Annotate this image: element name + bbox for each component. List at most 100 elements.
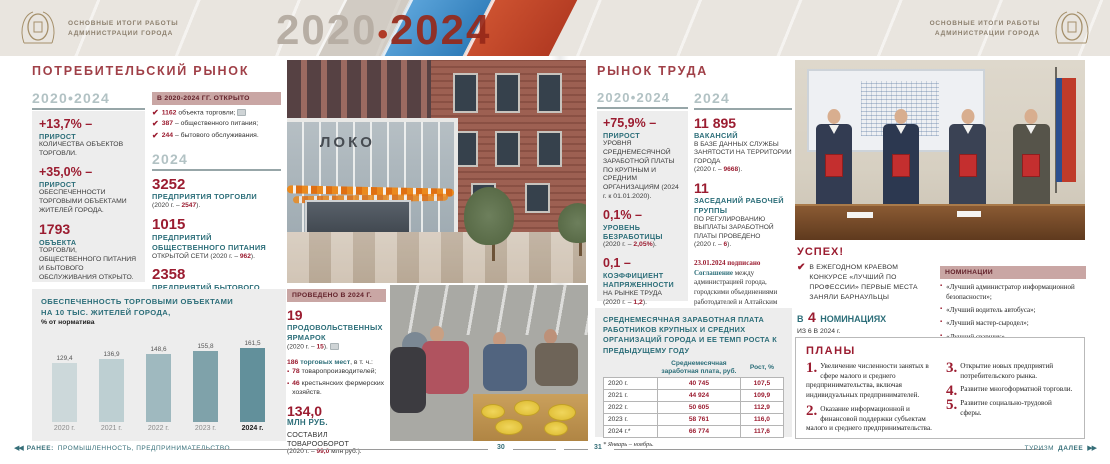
paved-plaza [287, 231, 586, 283]
chart-bar: 136,9 2021 г. [99, 351, 124, 433]
stat-provision-growth: +35,0% – ПРИРОСТ ОБЕСПЕЧЕННОСТИ ТОРГОВЫМ… [39, 164, 127, 214]
prev-arrows-icon[interactable]: ◀◀ [14, 445, 24, 452]
red-folder [825, 153, 844, 177]
nomination-item: ▪ «Лучший администратор информационной б… [940, 283, 1075, 302]
right-period-heading: 2020•2024 [597, 90, 688, 109]
salary-table-title: СРЕДНЕМЕСЯЧНАЯ ЗАРАБОТНАЯ ПЛАТА РАБОТНИК… [603, 315, 778, 355]
table-footnote: * Январь – ноябрь. [603, 440, 654, 448]
opened-item-trade: ✔ 1162 объекта торговли; [152, 108, 281, 117]
stat-food-fairs: 19 ПРОДОВОЛЬСТВЕННЫХ ЯРМАРОК (2020 г. – … [287, 307, 383, 350]
header-caption-left: ОСНОВНЫЕ ИТОГИ РАБОТЫ АДМИНИСТРАЦИИ ГОРО… [68, 20, 179, 38]
red-folder [1022, 153, 1041, 177]
left-period-panel: +13,7% – ПРИРОСТ КОЛИЧЕСТВА ОБЪЕКТОВ ТОР… [32, 111, 145, 282]
page-number-left: 30 [497, 444, 505, 451]
chart-bar: 148,6 2022 г. [146, 346, 171, 433]
plan-item: 1. Увеличение численности занятых в сфере… [806, 360, 929, 400]
photo-ref-icon [237, 108, 247, 116]
stat-salary-growth: +75,9% – ПРИРОСТ УРОВНЯ СРЕДНЕМЕСЯЧНОЙ З… [603, 116, 679, 201]
market-tent [390, 285, 588, 335]
official-figure [879, 108, 923, 217]
nominations-box: НОМИНАЦИИ ▪ «Лучший администратор информ… [940, 266, 1086, 342]
footer-rule [614, 449, 1044, 450]
store-sign: ЛОКО [319, 133, 375, 151]
stat-turnover: 134,0 МЛН РУБ. СОСТАВИЛ ТОВАРООБОРОТ (20… [287, 402, 362, 456]
building-upper-floors [287, 60, 431, 121]
trade-provision-chart: ОБЕСПЕЧЕННОСТЬ ТОРГОВЫМИ ОБЪЕКТАМИ НА 10… [32, 289, 286, 441]
stat-catering-enterprises: 1015 ПРЕДПРИЯТИЙ ОБЩЕСТВЕННОГО ПИТАНИЯ О… [152, 215, 267, 260]
nomination-item: ▪ «Лучший сварщик». [940, 332, 1086, 342]
stat-trade-objects-growth: +13,7% – ПРИРОСТ КОЛИЧЕСТВА ОБЪЕКТОВ ТОР… [39, 117, 124, 157]
red-folder [891, 153, 910, 177]
table-row: 2023 г. 58 761 116,0 [603, 412, 785, 426]
chart-bar: 129,4 2020 г. [52, 355, 77, 433]
trading-places-line: 186 торговых мест, в т. ч.: [287, 359, 373, 367]
footer-prev-nav[interactable]: ◀◀ РАНЕЕ: ПРОМЫШЛЕННОСТЬ, ПРЕДПРИНИМАТЕЛ… [14, 444, 231, 453]
plans-box: ПЛАНЫ 1. Увеличение численности занятых в… [795, 337, 1085, 439]
plan-item: 2. Оказание информационной и финансовой п… [806, 402, 932, 433]
official-figure [1010, 108, 1054, 217]
nomination-item: ▪ «Лучший мастер-сыродел»; [940, 319, 1029, 328]
photo-food-fair [390, 285, 588, 441]
trade-chart-bars: 129,4 2020 г. 136,9 2021 г. 148,6 2022 г. 155,… [41, 329, 277, 432]
bullet-icon: ▪ [940, 319, 943, 326]
right-period-panel: +75,9% – ПРИРОСТ УРОВНЯ СРЕДНЕМЕСЯЧНОЙ З… [597, 111, 688, 306]
plan-item: 4. Развитие многоформатной торговли. [946, 383, 1073, 400]
plan-item: 5. Развитие социально-трудовой сферы. [946, 397, 1052, 417]
chart-bar: 155,8 2023 г. [193, 343, 218, 433]
left-period-heading: 2020•2024 [32, 90, 145, 110]
stat-trade-enterprises: 3252 ПРЕДПРИЯТИЯ ТОРГОВЛИ (2020 г. – 254… [152, 175, 257, 210]
stat-vacancies: 11 895 ВАКАНСИЙ В БАЗЕ ДАННЫХ СЛУЖБЫ ЗАН… [694, 115, 792, 174]
stat-objects-opened: 1793 ОБЪЕКТА ТОРГОВЛИ, ОБЩЕСТВЕННОГО ПИТ… [39, 221, 137, 281]
right-page-title: РЫНОК ТРУДА [597, 64, 709, 78]
page-number-right: 31 [594, 444, 602, 451]
check-icon: ✔ [797, 262, 806, 273]
left-page-title: ПОТРЕБИТЕЛЬСКИЙ РЫНОК [32, 64, 250, 78]
next-arrows-icon[interactable]: ▶▶ [1087, 445, 1097, 452]
footer-next-nav[interactable]: ТУРИЗМ ДАЛЕЕ ▶▶ [1024, 444, 1097, 453]
photo-store-opening: ЛОКО [287, 60, 586, 283]
photo-signing-ceremony [795, 60, 1085, 240]
chart-title: ОБЕСПЕЧЕННОСТЬ ТОРГОВЫМИ ОБЪЕКТАМИ НА 10… [41, 297, 234, 317]
nomination-item: ▪ «Лучший водитель автобуса»; [940, 306, 1036, 315]
bullet-icon: ▪ [940, 283, 943, 289]
plan-item: 3. Открытие новых предприятий потребитель… [946, 360, 1054, 380]
right-year-heading: 2024 [694, 90, 792, 110]
table-row: 2020 г. 40 745 107,5 [603, 376, 785, 390]
chart-subtitle: % от норматива [41, 319, 95, 327]
left-year-heading: 2024 [152, 151, 281, 171]
nominations-heading: НОМИНАЦИИ [940, 266, 1086, 279]
foreground-figure [390, 347, 426, 413]
salary-table: Среднемесячная заработная плата, руб. Ро… [603, 359, 785, 438]
chart-bar: 161,5 2024 г. [240, 340, 265, 433]
footer-rule [192, 449, 488, 450]
opened-item-services: ✔ 244 – бытового обслуживания. [152, 130, 259, 140]
right-second-column: 2024 11 895 ВАКАНСИЙ В БАЗЕ ДАННЫХ СЛУЖБ… [694, 90, 792, 337]
left-second-column: В 2020-2024 ГГ. ОТКРЫТО ✔ 1162 объекта т… [152, 92, 281, 320]
fairs-heading: ПРОВЕДЕНО В 2024 Г. [287, 289, 386, 302]
footer-rule [513, 449, 556, 450]
stat-unemployment: 0,1% – УРОВЕНЬ БЕЗРАБОТИЦЫ (2020 г. – 2,… [603, 207, 663, 249]
table-row: 2021 г. 44 924 109,9 [603, 388, 785, 402]
official-figure [812, 108, 856, 217]
footer-rule [564, 449, 588, 450]
bullet-producers: ▪ 78 товаропроизводителей; [287, 368, 386, 378]
header-band: ОСНОВНЫЕ ИТОГИ РАБОТЫ АДМИНИСТРАЦИИ ГОРО… [0, 0, 1110, 56]
vendor-body [421, 341, 470, 395]
customer-figure [492, 331, 506, 347]
success-block: УСПЕХ! ✔ В ЕЖЕГОДНОМ КРАЕВОМ КОНКУРСЕ «Л… [797, 246, 935, 335]
region-flag [1056, 78, 1077, 183]
tree [557, 202, 586, 243]
check-icon: ✔ [152, 130, 159, 140]
vendor-figure [429, 325, 444, 342]
bullet-farms: ▪ 46 крестьянских фермерских хозяйств. [287, 380, 385, 396]
bullet-icon: ▪ [940, 332, 943, 339]
table-row: 2024 г.* 66 774 117,6 [603, 424, 785, 438]
opened-item-catering: ✔ 387 – общественного питания; [152, 119, 259, 128]
stat-tension-coefficient: 0,1 – КОЭФФИЦИЕНТ НАПРЯЖЕННОСТИ НА РЫНКЕ… [603, 256, 674, 306]
photo-ref-icon [329, 342, 339, 350]
bullet-icon: ▪ [287, 369, 290, 376]
tree [464, 187, 515, 246]
bullet-icon: ▪ [287, 381, 290, 388]
coat-of-arms-icon [21, 11, 55, 44]
